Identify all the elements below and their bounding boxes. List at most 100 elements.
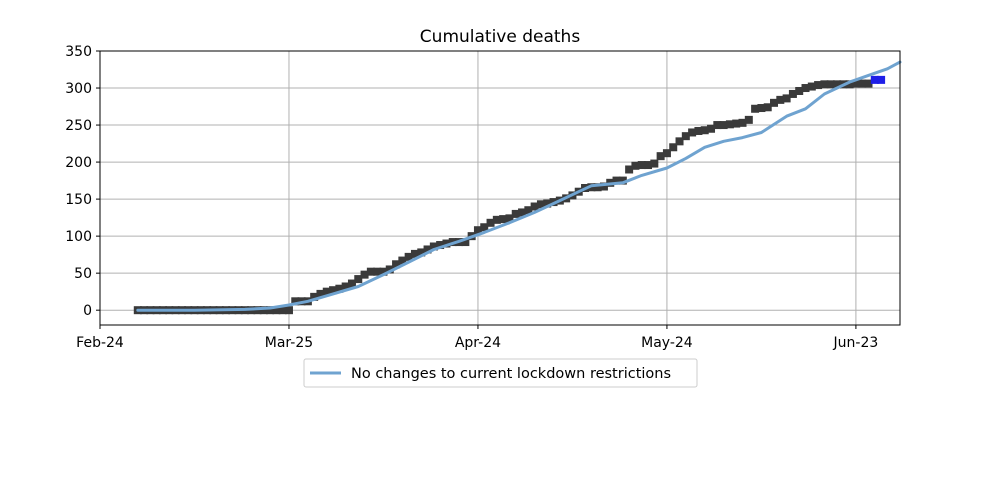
observed-death-marker (347, 279, 356, 288)
x-tick-label: Jun-23 (833, 335, 879, 351)
observed-death-marker (858, 79, 867, 88)
y-tick-label: 300 (65, 81, 92, 97)
recent-deaths-markers (870, 75, 886, 84)
observed-death-marker (675, 137, 684, 146)
observed-death-marker (379, 267, 388, 276)
observed-death-marker (266, 306, 275, 315)
y-tick-label: 200 (65, 155, 92, 171)
observed-death-marker (385, 265, 394, 274)
observed-death-marker (801, 84, 810, 93)
observed-death-marker (417, 248, 426, 257)
observed-death-marker (259, 306, 268, 315)
observed-death-marker (354, 275, 363, 284)
observed-death-marker (442, 239, 451, 248)
observed-death-marker (776, 95, 785, 104)
observed-death-marker (700, 126, 709, 135)
observed-death-marker (429, 242, 438, 251)
observed-death-marker (713, 121, 722, 130)
observed-death-marker (732, 119, 741, 128)
observed-death-marker (335, 284, 344, 293)
y-tick-label: 350 (65, 44, 92, 60)
observed-death-marker (782, 94, 791, 103)
observed-death-marker (637, 161, 646, 170)
observed-death-marker (625, 165, 634, 174)
y-tick-label: 0 (83, 303, 92, 319)
observed-death-marker (650, 159, 659, 168)
observed-death-marker (480, 223, 489, 232)
observed-death-marker (688, 128, 697, 137)
observed-death-marker (864, 79, 873, 88)
observed-deaths-markers (133, 79, 873, 315)
observed-death-marker (404, 252, 413, 261)
observed-death-marker (763, 103, 772, 112)
legend-label: No changes to current lockdown restricti… (351, 366, 671, 382)
observed-death-marker (373, 267, 382, 276)
observed-death-marker (291, 297, 300, 306)
series-line-no-changes (136, 60, 902, 312)
observed-death-marker (272, 306, 281, 315)
x-tick-label: Apr-24 (455, 335, 501, 351)
x-axis: Feb-24 Mar-25 Apr-24 May-24 Jun-23 (76, 325, 878, 351)
observed-death-marker (316, 289, 325, 298)
observed-death-marker (536, 200, 545, 209)
observed-death-marker (826, 80, 835, 89)
y-tick-label: 250 (65, 118, 92, 134)
x-tick-label: May-24 (641, 335, 693, 351)
observed-death-marker (511, 209, 520, 218)
observed-death-marker (662, 149, 671, 158)
observed-death-marker (707, 124, 716, 133)
observed-death-marker (807, 82, 816, 91)
observed-death-marker (360, 270, 369, 279)
observed-death-marker (738, 118, 747, 127)
observed-death-marker (725, 120, 734, 129)
observed-death-marker (656, 152, 665, 161)
observed-death-marker (788, 89, 797, 98)
observed-death-marker (618, 176, 627, 185)
observed-death-marker (694, 126, 703, 135)
observed-death-marker (845, 80, 854, 89)
observed-death-marker (751, 104, 760, 113)
observed-death-marker (505, 214, 514, 223)
y-tick-label: 150 (65, 192, 92, 208)
observed-death-marker (820, 80, 829, 89)
observed-death-marker (644, 161, 653, 170)
observed-death-marker (530, 202, 539, 211)
observed-death-marker (599, 182, 608, 191)
grid-lines (99, 50, 900, 325)
observed-death-marker (814, 81, 823, 90)
plot-frame (99, 50, 901, 326)
observed-death-marker (341, 282, 350, 291)
observed-death-marker (833, 80, 842, 89)
observed-death-marker (795, 86, 804, 95)
observed-death-marker (851, 79, 860, 88)
chart-title: Cumulative deaths (420, 27, 581, 47)
observed-death-marker (744, 115, 753, 124)
observed-death-marker (366, 267, 375, 276)
observed-death-marker (681, 132, 690, 141)
y-axis: 0 50 100 150 200 250 300 350 (65, 44, 100, 319)
observed-death-marker (770, 98, 779, 107)
observed-death-marker (486, 218, 495, 227)
observed-death-marker (492, 215, 501, 224)
observed-death-marker (461, 238, 470, 247)
observed-death-marker (278, 306, 287, 315)
observed-death-marker (524, 206, 533, 215)
y-tick-label: 50 (74, 266, 92, 282)
observed-death-marker (398, 256, 407, 265)
observed-death-marker (719, 121, 728, 130)
y-tick-label: 100 (65, 229, 92, 245)
observed-death-marker (436, 241, 445, 250)
observed-death-marker (284, 306, 293, 315)
observed-death-marker (499, 215, 508, 224)
observed-death-marker (543, 199, 552, 208)
observed-death-marker (473, 226, 482, 235)
observed-death-marker (310, 292, 319, 301)
observed-death-marker (757, 104, 766, 113)
observed-death-marker (669, 143, 678, 152)
x-tick-label: Mar-25 (265, 335, 313, 351)
observed-death-marker (518, 208, 527, 217)
recent-death-marker (877, 75, 886, 84)
observed-death-marker (329, 286, 338, 295)
observed-death-marker (423, 245, 432, 254)
